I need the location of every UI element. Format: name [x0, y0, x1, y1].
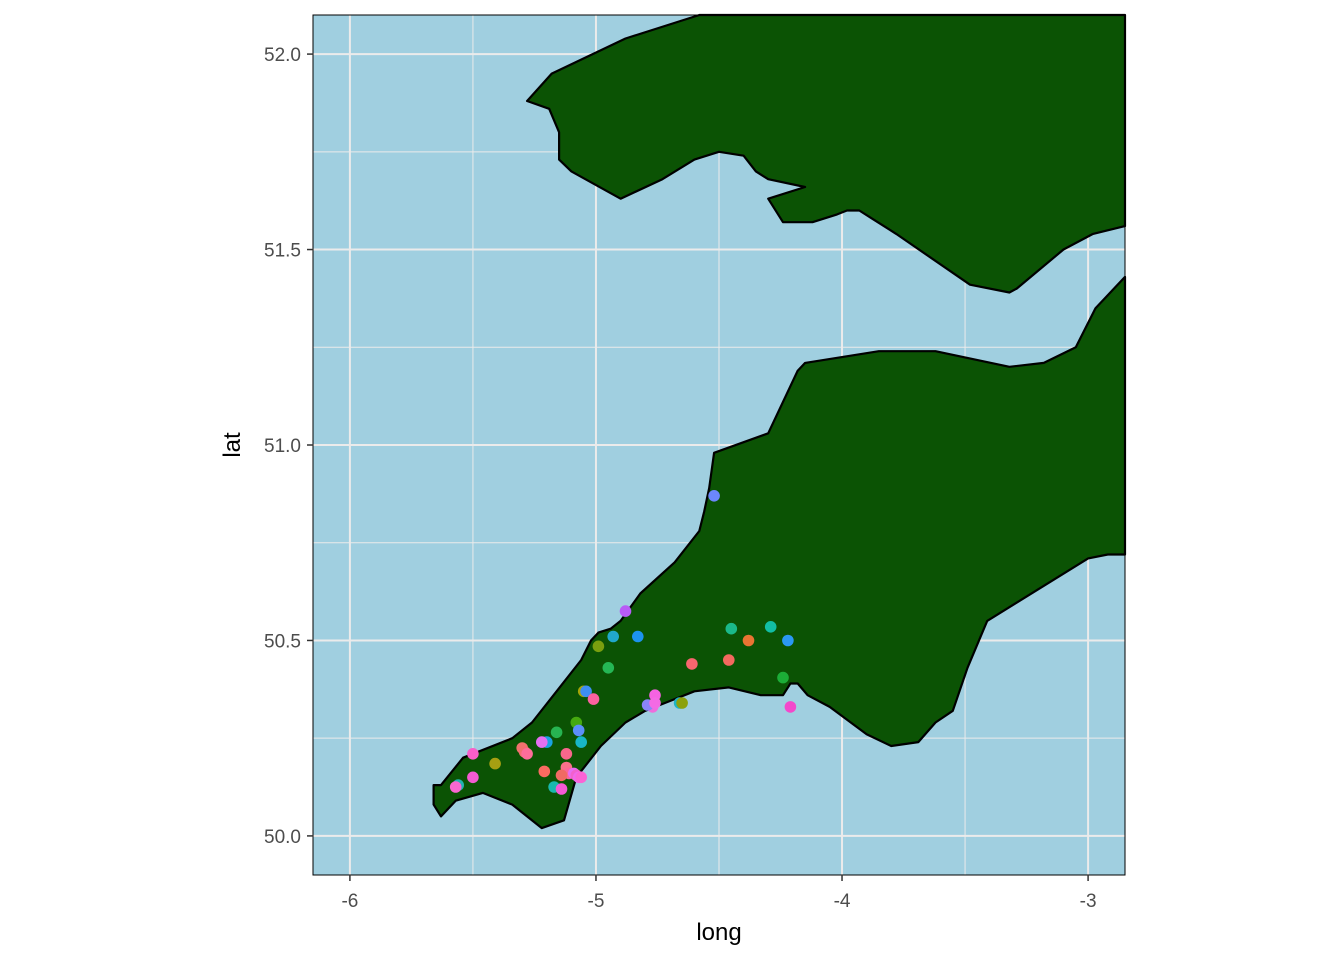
data-point	[777, 671, 789, 684]
data-point	[602, 662, 615, 674]
data-point	[725, 622, 738, 635]
data-point	[592, 640, 605, 653]
data-point	[467, 748, 479, 760]
data-point	[521, 748, 533, 760]
x-tick-label: -4	[834, 891, 851, 912]
data-point	[784, 701, 797, 713]
data-point	[575, 771, 587, 784]
x-tick-label: -5	[588, 891, 605, 912]
data-point	[742, 634, 755, 647]
x-axis-title: long	[696, 919, 741, 946]
data-point	[587, 693, 600, 705]
points-layer	[449, 490, 797, 795]
data-point	[632, 630, 644, 643]
land-wales	[525, 13, 1127, 294]
data-point	[555, 783, 568, 795]
data-point	[676, 697, 688, 709]
x-tick-label: -6	[341, 891, 358, 912]
data-point	[550, 726, 563, 739]
y-tick-label: 52.0	[264, 45, 301, 66]
land-south-west-england	[432, 275, 1127, 830]
data-point	[723, 654, 735, 666]
y-axis: 50.0 50.5 51.0 51.5 52.0	[264, 45, 313, 848]
data-point	[575, 736, 587, 748]
data-point	[555, 769, 568, 782]
data-point	[560, 748, 573, 760]
data-point	[619, 605, 632, 617]
y-tick-label: 50.0	[264, 827, 301, 848]
data-point	[782, 634, 794, 647]
data-point	[489, 757, 501, 770]
data-point	[538, 765, 551, 778]
data-point	[467, 771, 479, 784]
data-point	[708, 490, 720, 502]
data-point	[649, 697, 661, 709]
y-tick-label: 51.0	[264, 436, 301, 457]
data-point	[764, 621, 777, 633]
data-point	[686, 658, 698, 670]
data-point	[607, 630, 619, 643]
land-layer	[432, 13, 1127, 830]
x-tick-label: -3	[1080, 891, 1097, 912]
x-axis: -6 -5 -4 -3	[341, 875, 1097, 912]
y-axis-title: lat	[219, 432, 246, 458]
data-point	[580, 685, 592, 698]
data-point	[572, 724, 585, 737]
y-tick-label: 50.5	[264, 631, 301, 652]
data-point	[536, 736, 548, 748]
y-tick-label: 51.5	[264, 241, 301, 262]
data-point	[449, 781, 462, 793]
